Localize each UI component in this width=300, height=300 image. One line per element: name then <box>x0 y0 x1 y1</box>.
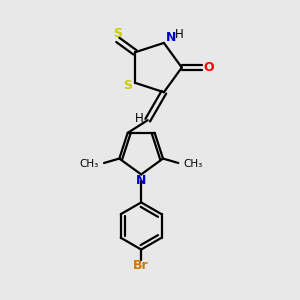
Text: H: H <box>135 112 144 125</box>
Text: N: N <box>136 174 146 188</box>
Text: S: S <box>113 27 122 40</box>
Text: O: O <box>203 61 214 74</box>
Text: CH₃: CH₃ <box>80 159 99 169</box>
Text: S: S <box>123 79 132 92</box>
Text: N: N <box>166 31 176 44</box>
Text: CH₃: CH₃ <box>184 159 203 169</box>
Text: H: H <box>175 28 184 41</box>
Text: Br: Br <box>134 259 149 272</box>
